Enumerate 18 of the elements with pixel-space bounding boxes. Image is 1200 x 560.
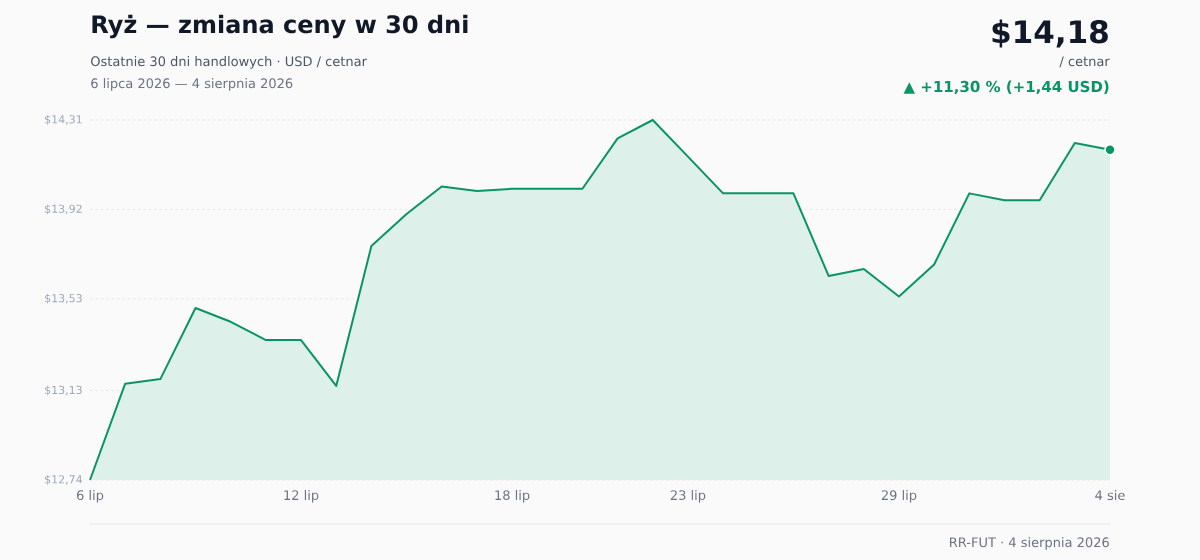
x-tick-label: 4 sie	[1095, 490, 1125, 501]
chart-subtitle: Ostatnie 30 dni handlowych · USD / cetnar	[91, 56, 367, 69]
text: / cetnar	[1059, 56, 1110, 68]
y-tick-label: $12,74	[45, 474, 82, 485]
y-tick-label: $14,31	[45, 115, 82, 125]
text: 6 lipca 2026 — 4 sierpnia 2026	[91, 78, 293, 91]
x-tick-label: 23 lip	[670, 490, 706, 503]
x-tick-label: 29 lip	[881, 490, 917, 503]
text: $14,18	[992, 19, 1108, 48]
text: RR-FUT · 4 sierpnia 2026	[950, 537, 1109, 550]
chart-title: Ryż — zmiana ceny w 30 dni	[92, 14, 468, 39]
y-tick-label: $13,13	[45, 385, 82, 396]
x-tick-label: 12 lip	[284, 490, 319, 503]
y-tick-label: $13,53	[45, 293, 82, 304]
x-tick-label: 6 lip	[76, 490, 104, 503]
text: ▲ +11,30 % (+1,44 USD)	[903, 80, 1109, 95]
y-tick-label: $13,92	[45, 204, 82, 215]
x-tick-label: 18 lip	[495, 490, 530, 503]
